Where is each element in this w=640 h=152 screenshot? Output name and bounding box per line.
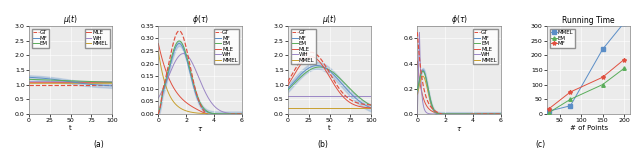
X-axis label: # of Points: # of Points [570, 124, 608, 131]
MMEL [620, 22, 628, 24]
Text: (c): (c) [536, 140, 546, 149]
Text: (b): (b) [318, 140, 328, 149]
Line: MMEL: MMEL [547, 21, 626, 113]
EM [566, 98, 574, 100]
X-axis label: $\tau$: $\tau$ [456, 124, 462, 133]
X-axis label: t: t [69, 124, 72, 131]
MF [545, 108, 553, 110]
X-axis label: $\tau$: $\tau$ [197, 124, 204, 133]
Legend: GT, MF, EM, MLE, WH, MMEL: GT, MF, EM, MLE, WH, MMEL [473, 29, 498, 64]
Title: Running Time: Running Time [563, 16, 615, 25]
Title: $\mu(t)$: $\mu(t)$ [63, 13, 78, 26]
Line: EM: EM [547, 67, 626, 114]
MF [598, 76, 606, 78]
MMEL [566, 105, 574, 107]
EM [620, 67, 628, 69]
MMEL [545, 110, 553, 112]
EM [598, 84, 606, 86]
MMEL [598, 48, 606, 50]
Legend: GT, MF, EM, MLE, WH, MMEL: GT, MF, EM, MLE, WH, MMEL [291, 29, 316, 64]
Legend: MMEL, EM, MF: MMEL, EM, MF [550, 29, 575, 48]
MF [566, 91, 574, 93]
Text: (a): (a) [94, 140, 104, 149]
MF [620, 59, 628, 60]
Title: $\mu(t)$: $\mu(t)$ [322, 13, 337, 26]
EM [545, 112, 553, 113]
Line: MF: MF [547, 58, 626, 111]
Title: $\phi(\tau)$: $\phi(\tau)$ [451, 13, 468, 26]
Title: $\phi(\tau)$: $\phi(\tau)$ [191, 13, 209, 26]
Legend: GT, MF, EM, MLE, WH, MMEL: GT, MF, EM, MLE, WH, MMEL [214, 29, 239, 64]
X-axis label: t: t [328, 124, 331, 131]
Legend: MLE, WH, MMEL: MLE, WH, MMEL [84, 29, 109, 48]
